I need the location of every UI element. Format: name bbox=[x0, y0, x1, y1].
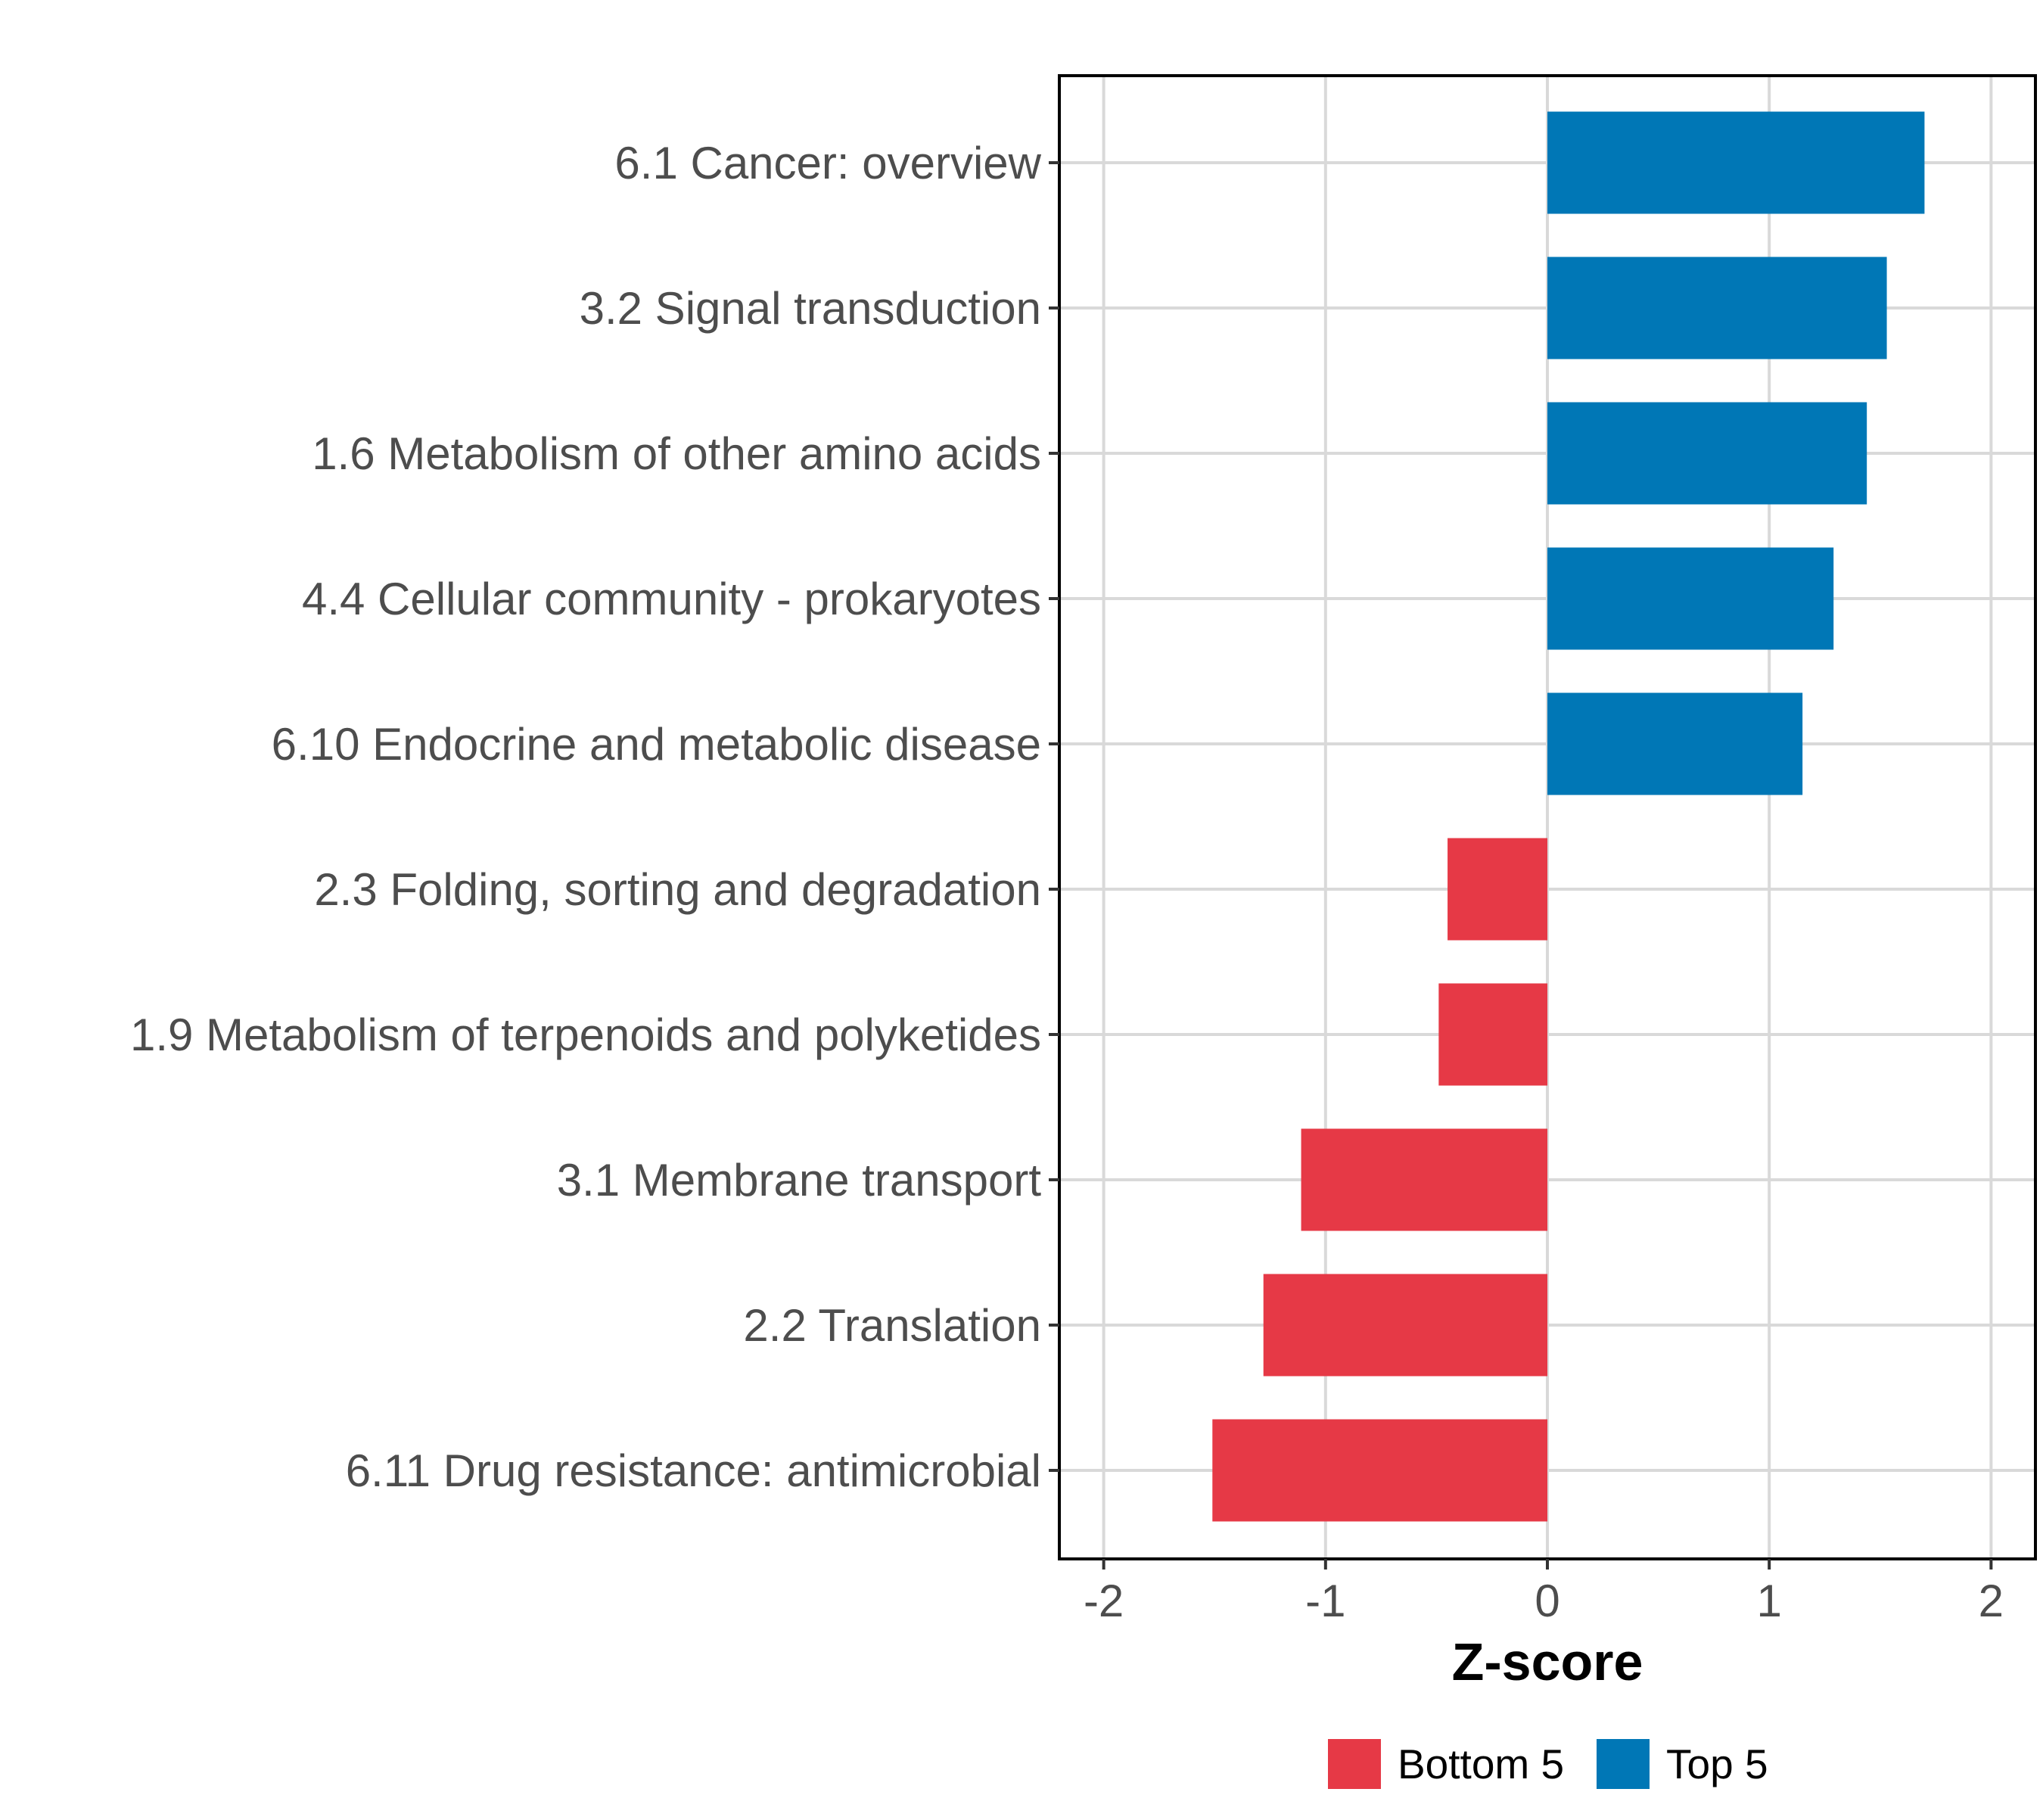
category-label: 1.6 Metabolism of other amino acids bbox=[312, 428, 1041, 479]
category-label: 6.1 Cancer: overview bbox=[614, 138, 1041, 188]
bar bbox=[1301, 1128, 1547, 1231]
x-tick-label: 1 bbox=[1756, 1576, 1781, 1626]
category-label: 3.1 Membrane transport bbox=[557, 1155, 1042, 1206]
x-tick-labels: -2 -1 0 1 2 bbox=[1084, 1576, 2004, 1626]
x-tick-label: -2 bbox=[1084, 1576, 1124, 1626]
x-tick-label: 2 bbox=[1979, 1576, 2004, 1626]
category-label: 2.3 Folding, sorting and degradation bbox=[314, 864, 1041, 915]
bar bbox=[1547, 547, 1834, 650]
category-labels: 6.1 Cancer: overview 3.2 Signal transduct… bbox=[130, 138, 1042, 1496]
category-label: 2.2 Translation bbox=[743, 1300, 1041, 1351]
category-label: 6.11 Drug resistance: antimicrobial bbox=[346, 1445, 1041, 1496]
x-axis-title: Z-score bbox=[1452, 1632, 1643, 1691]
bar bbox=[1448, 838, 1547, 941]
category-label: 6.10 Endocrine and metabolic disease bbox=[272, 719, 1041, 770]
bar bbox=[1263, 1274, 1547, 1377]
legend: Bottom 5 Top 5 bbox=[1328, 1739, 1768, 1789]
axis-ticks bbox=[1049, 161, 1993, 1570]
x-tick-label: -1 bbox=[1305, 1576, 1345, 1626]
bar bbox=[1547, 257, 1887, 359]
bar bbox=[1547, 402, 1867, 505]
category-label: 3.2 Signal transduction bbox=[580, 283, 1041, 334]
legend-key bbox=[1597, 1739, 1650, 1789]
category-label: 4.4 Cellular community - prokaryotes bbox=[302, 574, 1041, 624]
category-label: 1.9 Metabolism of terpenoids and polyket… bbox=[130, 1010, 1041, 1060]
bar bbox=[1438, 983, 1547, 1086]
bar bbox=[1547, 111, 1925, 214]
x-tick-label: 0 bbox=[1535, 1576, 1559, 1626]
legend-label: Top 5 bbox=[1666, 1741, 1768, 1787]
legend-label: Bottom 5 bbox=[1398, 1741, 1564, 1787]
bars bbox=[1212, 111, 1925, 1522]
bar bbox=[1547, 692, 1803, 795]
legend-key bbox=[1328, 1739, 1381, 1789]
bar bbox=[1212, 1419, 1547, 1522]
